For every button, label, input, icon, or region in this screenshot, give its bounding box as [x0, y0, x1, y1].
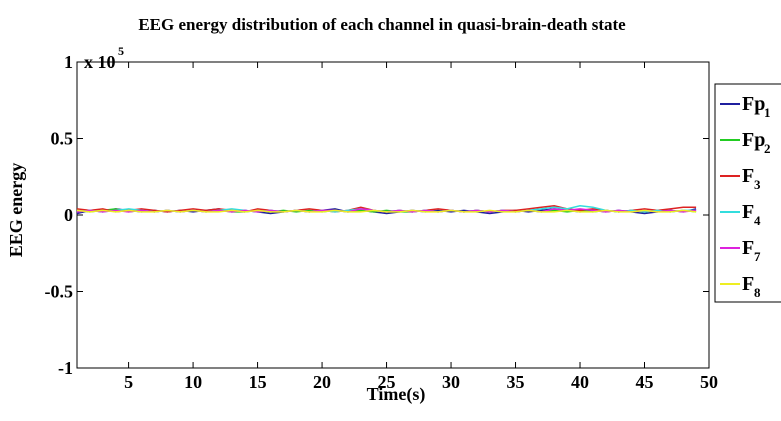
y-axis-label: EEG energy — [6, 163, 26, 258]
y-tick-label: 0 — [64, 205, 73, 225]
y-tick-label: 0.5 — [51, 129, 74, 149]
x-tick-label: 35 — [507, 372, 525, 392]
axis-tick-labels: 5 10 15 20 25 30 35 40 45 50 -1 -0.5 0 0.5 1 — [45, 52, 719, 392]
x-tick-label: 40 — [571, 372, 589, 392]
legend-label-subscript: 2 — [764, 141, 771, 156]
axis-ticks — [77, 61, 710, 369]
legend-label: F — [742, 201, 754, 223]
legend-label-subscript: 8 — [754, 285, 761, 300]
y-tick-label: -0.5 — [45, 282, 74, 302]
legend-label-subscript: 7 — [754, 249, 761, 264]
legend-box — [714, 83, 781, 303]
x-tick-label: 20 — [313, 372, 331, 392]
legend-label: Fp — [742, 93, 765, 115]
legend-label-subscript: 3 — [754, 177, 761, 192]
legend-label: F — [742, 273, 754, 295]
y-tick-label: 1 — [64, 52, 73, 72]
x-tick-label: 10 — [184, 372, 202, 392]
legend-label: Fp — [742, 129, 765, 151]
y-tick-label: -1 — [58, 358, 73, 378]
legend-label-subscript: 1 — [764, 105, 771, 120]
x-tick-label: 30 — [442, 372, 460, 392]
x-tick-label: 50 — [700, 372, 718, 392]
legend-label-subscript: 4 — [754, 213, 761, 228]
x-tick-label: 15 — [249, 372, 267, 392]
series-line-f8 — [76, 209, 697, 213]
legend-label: F — [742, 237, 754, 259]
series-lines — [76, 205, 697, 215]
y-multiplier-exponent: 5 — [118, 44, 124, 58]
y-axis-multiplier: x 10 5 — [84, 44, 124, 72]
legend-entry-fp1: Fp1 — [720, 93, 771, 120]
legend-entry-fp2: Fp2 — [720, 129, 771, 156]
x-axis-label: Time(s) — [367, 384, 426, 405]
x-tick-label: 25 — [378, 372, 396, 392]
chart-title: EEG energy distribution of each channel … — [138, 15, 626, 34]
x-tick-label: 45 — [636, 372, 654, 392]
plot-area-frame — [76, 61, 710, 369]
legend-label: F — [742, 165, 754, 187]
x-tick-label: 5 — [124, 372, 133, 392]
